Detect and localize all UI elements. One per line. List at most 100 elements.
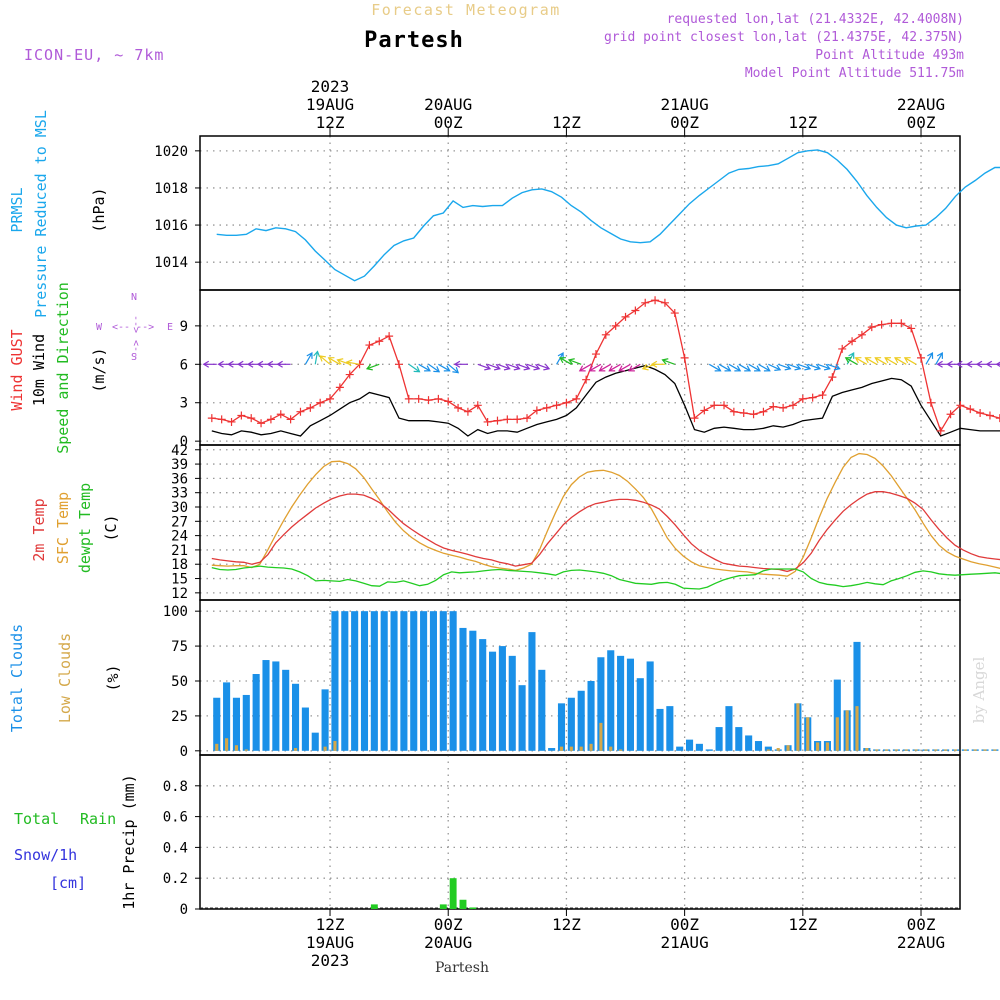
svg-text:-->: --> <box>130 315 141 333</box>
arrow-head <box>578 365 586 372</box>
wind-direction-arrow <box>854 357 868 365</box>
wind-unit: (m/s) <box>90 347 108 392</box>
arrow-shaft <box>807 363 821 370</box>
gust-point <box>582 375 591 384</box>
wind-direction-arrow <box>768 363 782 371</box>
arrow-head <box>567 358 575 365</box>
total-cloud-bar <box>646 661 654 751</box>
gust-point <box>444 397 453 406</box>
total-cloud-bar <box>656 708 664 751</box>
wind-direction-arrow <box>893 357 907 365</box>
arrow-head <box>874 357 882 364</box>
arrow-head <box>784 363 792 371</box>
y-tick-label: 39 <box>171 457 188 473</box>
arrow-shaft <box>438 363 450 372</box>
compass-e: E <box>167 322 173 333</box>
arrow-shaft <box>618 363 631 372</box>
y-tick-label: 24 <box>171 529 188 545</box>
panel-frame <box>199 444 961 601</box>
arrow-head <box>327 357 335 364</box>
total-cloud-bar <box>262 660 270 751</box>
total-cloud-bar <box>321 689 329 751</box>
y-tick-label: 1016 <box>154 218 188 234</box>
gust-point <box>710 401 719 410</box>
gust-point <box>335 383 344 392</box>
requested-coords: requested lon,lat (21.4332E, 42.4008N) <box>667 12 964 27</box>
wind-labels: Wind GUST 10m Wind Speed and Direction (… <box>8 282 173 454</box>
low-cloud-bar <box>983 749 987 751</box>
total-cloud-bar <box>449 611 457 751</box>
gust-point <box>976 408 985 417</box>
arrow-shaft <box>346 361 360 365</box>
top-year-label: 2023 <box>311 77 350 96</box>
wind-direction-arrow <box>578 363 592 372</box>
low-cloud-bar <box>796 703 800 751</box>
low-cloud-bar <box>934 749 938 751</box>
arrow-head <box>936 352 943 359</box>
total-cloud-bar <box>725 706 733 751</box>
total-cloud-bar <box>351 611 359 751</box>
total-cloud-bar <box>617 655 625 751</box>
gust-label: Wind GUST <box>8 329 26 410</box>
bottom-date-label: 22AUG <box>897 933 945 952</box>
t2m-label: 2m Temp <box>30 498 48 561</box>
precip-panel: 0 0.2 0.4 0.6 0.8 <box>163 754 961 918</box>
low-cloud-bar <box>806 717 810 751</box>
wind-direction-arrow <box>556 352 564 365</box>
gust-point <box>848 337 857 346</box>
gust-point <box>385 332 394 341</box>
total-cloud-bar <box>301 707 309 751</box>
arrow-head <box>433 366 441 373</box>
svg-text:<-- -->: <-- --> <box>112 322 154 333</box>
arrow-shaft <box>314 351 319 365</box>
wind-direction-arrow <box>995 361 1000 367</box>
arrow-head <box>754 365 761 372</box>
total-cloud-bar <box>429 611 437 751</box>
arrow-head <box>744 365 752 372</box>
svg-text:<--: <-- <box>130 340 141 358</box>
y-tick-label: 1020 <box>154 144 188 160</box>
gust-point <box>936 426 945 435</box>
arrow-shaft <box>768 363 781 371</box>
gust-point <box>995 414 1000 423</box>
total-cloud-bar <box>735 727 743 751</box>
arrow-shaft <box>904 357 917 365</box>
arrow-head <box>319 355 326 362</box>
total-cloud-bar <box>528 632 536 751</box>
arrow-shaft <box>428 363 440 373</box>
gust-point <box>207 414 216 423</box>
arrow-head <box>823 363 831 371</box>
y-tick-label: 100 <box>163 604 188 620</box>
wind-direction-arrow <box>817 363 831 371</box>
arrow-head <box>956 360 963 368</box>
bottom-date-label: 21AUG <box>661 933 709 952</box>
gust-point <box>217 415 226 424</box>
rain-bar <box>439 904 447 909</box>
arrow-shaft <box>447 363 459 374</box>
rain-bar <box>370 904 378 909</box>
arrow-head <box>650 360 658 368</box>
arrow-head <box>523 363 531 371</box>
dewpt-label: dewpt Temp <box>76 483 94 573</box>
arrow-shaft <box>319 355 331 365</box>
wind-direction-arrow <box>536 363 551 371</box>
y-tick-label: 0.4 <box>163 840 188 856</box>
point-altitude: Point Altitude 493m <box>815 48 964 63</box>
arrow-head <box>608 365 616 372</box>
wind-direction-arrow <box>827 363 841 371</box>
gust-point <box>523 414 532 423</box>
total-cloud-bar <box>538 669 546 751</box>
top-hour-label: 00Z <box>434 113 463 132</box>
arrow-shaft <box>497 363 510 370</box>
top-hour-label: 00Z <box>907 113 936 132</box>
gust-point <box>897 319 906 328</box>
dewpt-line <box>211 565 1000 590</box>
gust-point <box>257 419 266 428</box>
low-cloud-bar <box>333 741 337 751</box>
arrow-shaft <box>935 352 943 365</box>
wind-direction-arrow <box>588 363 602 372</box>
arrow-shaft <box>718 363 731 372</box>
low-cloud-bar <box>894 749 898 751</box>
arrow-shaft <box>628 363 641 372</box>
arrow-head <box>543 363 551 371</box>
